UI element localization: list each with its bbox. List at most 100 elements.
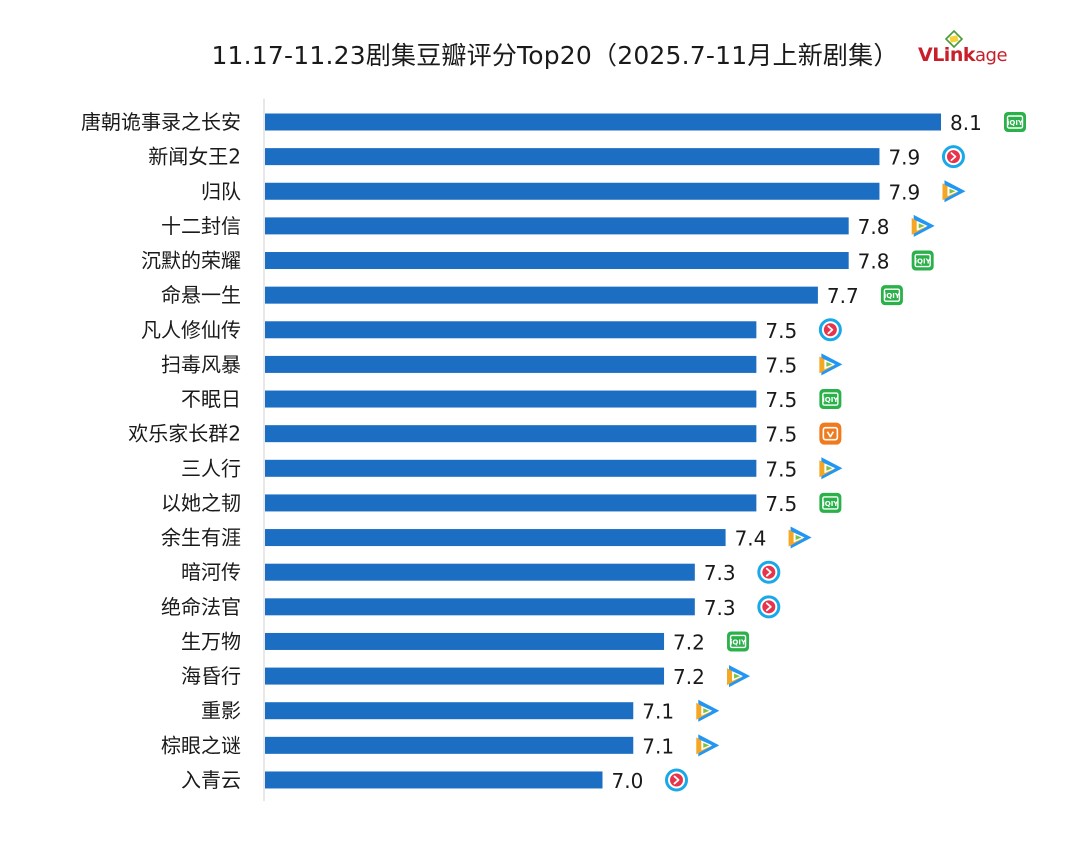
category-label: 凡人修仙传	[141, 318, 241, 342]
value-label: 7.9	[888, 146, 920, 170]
svg-text:iQIY: iQIY	[915, 258, 932, 266]
bar-row: 沉默的荣耀 7.8 iQIY	[141, 249, 934, 274]
category-label: 以她之韧	[161, 491, 241, 515]
bar-row: 海昏行 7.2	[181, 664, 751, 689]
iqiyi-icon: iQIY	[880, 285, 903, 306]
iqiyi-icon: iQIY	[1004, 112, 1026, 132]
tencent-video-icon	[819, 457, 843, 480]
bar	[265, 321, 757, 339]
bar	[265, 355, 757, 373]
youku-icon	[757, 560, 781, 584]
bar	[265, 529, 726, 547]
value-label: 7.4	[735, 527, 767, 551]
value-label: 7.1	[642, 734, 674, 758]
bar	[265, 148, 880, 166]
chart-title: 11.17-11.23剧集豆瓣评分Top20（2025.7-11月上新剧集）	[211, 41, 899, 70]
svg-text:iQIY: iQIY	[822, 500, 839, 508]
bar	[265, 425, 757, 443]
logo-text-tail: age	[975, 45, 1008, 66]
bar-row: 唐朝诡事录之长安 8.1 iQIY	[81, 110, 1026, 135]
category-label: 唐朝诡事录之长安	[81, 110, 241, 134]
bar-row: 欢乐家长群2 7.5	[128, 422, 842, 447]
bar	[265, 390, 757, 408]
bar-row: 入青云 7.0	[181, 768, 688, 793]
bar-row: 三人行 7.5	[181, 456, 843, 481]
value-label: 7.2	[673, 665, 705, 689]
value-label: 7.5	[765, 353, 797, 377]
category-label: 沉默的荣耀	[141, 249, 241, 273]
value-label: 7.8	[858, 250, 890, 274]
bar-row: 棕眼之谜 7.1	[161, 733, 720, 758]
bar-row: 绝命法官 7.3	[161, 595, 781, 620]
value-label: 7.3	[704, 561, 736, 585]
bar	[265, 702, 634, 720]
tencent-video-icon	[696, 699, 720, 722]
category-label: 暗河传	[181, 560, 241, 584]
value-label: 7.1	[642, 700, 674, 724]
category-label: 扫毒风暴	[161, 352, 241, 376]
youku-icon	[665, 768, 688, 792]
youku-icon	[818, 318, 842, 342]
logo-text-main: VLink	[918, 44, 976, 66]
bar	[265, 494, 757, 512]
iqiyi-icon: iQIY	[819, 492, 842, 513]
youku-icon	[941, 145, 965, 169]
bar	[265, 286, 818, 304]
svg-text:iQIY: iQIY	[884, 292, 901, 300]
category-label: 三人行	[181, 456, 241, 480]
bar-row: 归队 7.9	[201, 179, 966, 204]
bar-row: 凡人修仙传 7.5	[141, 318, 842, 343]
bar-row: 不眠日 7.5 iQIY	[181, 387, 842, 412]
iqiyi-icon: iQIY	[819, 389, 842, 410]
category-label: 归队	[201, 179, 241, 203]
value-label: 7.0	[612, 769, 644, 793]
value-label: 7.5	[765, 388, 797, 412]
category-label: 重影	[201, 699, 241, 723]
bar	[265, 113, 941, 131]
bar-row: 余生有涯 7.4	[161, 526, 812, 551]
category-label: 海昏行	[181, 664, 241, 688]
iqiyi-icon: iQIY	[727, 631, 750, 652]
category-label: 命悬一生	[161, 283, 241, 307]
bar	[265, 182, 880, 200]
svg-text:iQIY: iQIY	[1007, 119, 1024, 127]
value-label: 7.2	[673, 630, 705, 654]
bar	[265, 736, 634, 754]
tencent-video-icon	[727, 665, 751, 688]
value-label: 8.1	[950, 111, 982, 135]
bar-row: 重影 7.1	[201, 699, 720, 724]
value-label: 7.8	[858, 215, 890, 239]
value-label: 7.3	[704, 596, 736, 620]
category-label: 绝命法官	[161, 595, 241, 619]
category-label: 新闻女王2	[148, 145, 241, 169]
category-label: 棕眼之谜	[161, 733, 241, 757]
tencent-video-icon	[696, 734, 720, 757]
category-label: 欢乐家长群2	[128, 422, 241, 446]
iqiyi-icon: iQIY	[911, 250, 934, 271]
bar-row: 命悬一生 7.7 iQIY	[161, 283, 903, 308]
bar-row: 以她之韧 7.5 iQIY	[161, 491, 842, 516]
bar	[265, 667, 665, 685]
value-label: 7.9	[888, 180, 920, 204]
bar	[265, 217, 849, 235]
bar	[265, 563, 695, 581]
bar-row: 暗河传 7.3	[181, 560, 781, 585]
category-label: 生万物	[181, 629, 241, 653]
bar	[265, 459, 757, 477]
bar	[265, 632, 665, 650]
tencent-video-icon	[942, 180, 966, 203]
bar	[265, 771, 603, 789]
value-label: 7.5	[765, 319, 797, 343]
youku-icon	[757, 595, 781, 619]
tencent-video-icon	[819, 353, 843, 376]
tencent-video-icon	[911, 214, 935, 237]
value-label: 7.5	[765, 492, 797, 516]
category-label: 余生有涯	[161, 526, 241, 550]
category-label: 入青云	[181, 768, 241, 792]
bar	[265, 252, 849, 270]
tencent-video-icon	[788, 526, 812, 549]
mango-tv-icon	[819, 422, 842, 445]
vlinkage-logo: VLinkage	[918, 28, 1018, 72]
value-label: 7.5	[765, 423, 797, 447]
